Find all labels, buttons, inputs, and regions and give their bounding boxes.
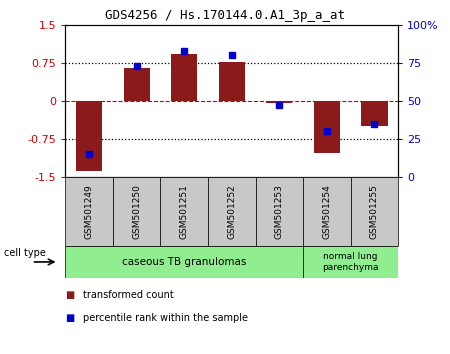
Text: caseous TB granulomas: caseous TB granulomas xyxy=(122,257,246,267)
Bar xyxy=(171,54,197,101)
Text: GSM501252: GSM501252 xyxy=(227,184,236,239)
Text: GSM501251: GSM501251 xyxy=(180,184,189,239)
Text: GSM501254: GSM501254 xyxy=(322,184,331,239)
Bar xyxy=(303,177,351,246)
Bar xyxy=(208,177,256,246)
Text: transformed count: transformed count xyxy=(83,290,174,300)
Text: normal lung
parenchyma: normal lung parenchyma xyxy=(323,252,379,272)
Text: GDS4256 / Hs.170144.0.A1_3p_a_at: GDS4256 / Hs.170144.0.A1_3p_a_at xyxy=(105,9,345,22)
Text: GSM501253: GSM501253 xyxy=(275,184,284,239)
Text: GSM501255: GSM501255 xyxy=(370,184,379,239)
Bar xyxy=(266,101,292,103)
Bar xyxy=(160,177,208,246)
Text: cell type: cell type xyxy=(4,248,46,258)
Bar xyxy=(314,101,340,153)
Bar xyxy=(65,177,113,246)
Bar xyxy=(76,101,102,171)
Bar xyxy=(256,177,303,246)
Text: GSM501249: GSM501249 xyxy=(85,184,94,239)
Text: ■: ■ xyxy=(65,290,75,300)
Bar xyxy=(303,246,398,278)
Bar xyxy=(65,246,303,278)
Bar xyxy=(113,177,160,246)
Text: percentile rank within the sample: percentile rank within the sample xyxy=(83,313,248,322)
Bar xyxy=(123,68,150,101)
Text: ■: ■ xyxy=(65,313,75,322)
Bar xyxy=(351,177,398,246)
Bar xyxy=(361,101,387,126)
Text: GSM501250: GSM501250 xyxy=(132,184,141,239)
Bar xyxy=(219,62,245,101)
